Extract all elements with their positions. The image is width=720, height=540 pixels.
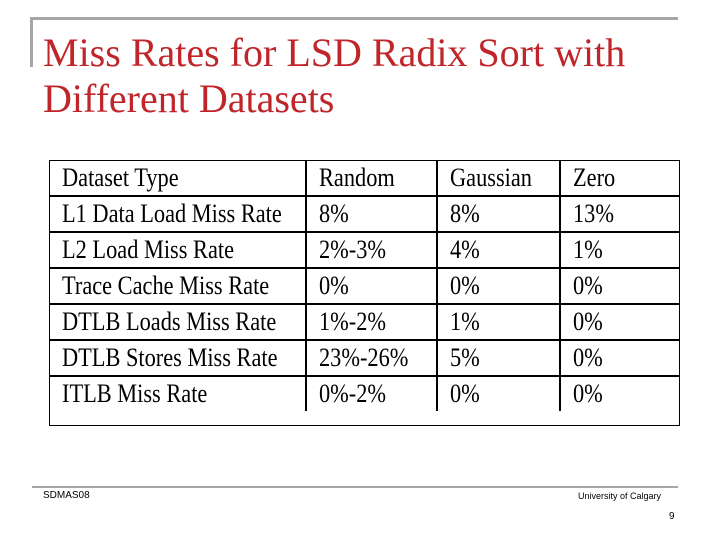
cell-text: L1 Data Load Miss Rate bbox=[62, 199, 282, 228]
cell-text: 0%-2% bbox=[319, 379, 387, 408]
table-cell: 4% bbox=[436, 231, 561, 269]
cell-text: 0% bbox=[450, 379, 480, 408]
table-header-cell: Random bbox=[305, 161, 438, 197]
table-cell: 8% bbox=[436, 195, 561, 233]
table-cell: 0% bbox=[559, 375, 679, 411]
table-header-cell: Gaussian bbox=[436, 161, 561, 197]
table-header-cell: Dataset Type bbox=[50, 161, 307, 197]
table-cell: 0% bbox=[305, 267, 438, 305]
slide-title-line-2: Different Datasets bbox=[43, 76, 335, 121]
cell-text: 13% bbox=[573, 199, 614, 228]
table-cell: 1% bbox=[436, 303, 561, 341]
table-header-row: Dataset Type Random Gaussian Zero bbox=[50, 161, 679, 197]
cell-text: 4% bbox=[450, 235, 480, 264]
cell-text: L2 Load Miss Rate bbox=[62, 235, 235, 264]
frame-top-line bbox=[30, 17, 678, 20]
cell-text: Gaussian bbox=[450, 163, 532, 192]
cell-text: 0% bbox=[573, 271, 603, 300]
table-cell: ITLB Miss Rate bbox=[50, 375, 307, 411]
cell-text: 1% bbox=[573, 235, 603, 264]
table-cell: 0% bbox=[436, 375, 561, 411]
table-cell: 0% bbox=[436, 267, 561, 305]
cell-text: 8% bbox=[450, 199, 480, 228]
cell-text: 2%-3% bbox=[319, 235, 387, 264]
cell-text: 0% bbox=[573, 307, 603, 336]
table-row: DTLB Stores Miss Rate 23%-26% 5% 0% bbox=[50, 339, 679, 377]
table-cell: 1% bbox=[559, 231, 679, 269]
slide-title-line-1: Miss Rates for LSD Radix Sort with bbox=[43, 30, 626, 75]
cell-text: 23%-26% bbox=[319, 343, 409, 372]
table-cell: 0% bbox=[559, 339, 679, 377]
cell-text: 0% bbox=[573, 379, 603, 408]
cell-text: Dataset Type bbox=[62, 163, 179, 192]
cell-text: 0% bbox=[450, 271, 480, 300]
table-cell: 1%-2% bbox=[305, 303, 438, 341]
page-number: 9 bbox=[669, 511, 675, 522]
table-row: L1 Data Load Miss Rate 8% 8% 13% bbox=[50, 195, 679, 233]
table-cell: 13% bbox=[559, 195, 679, 233]
cell-text: 8% bbox=[319, 199, 349, 228]
cell-text: ITLB Miss Rate bbox=[62, 379, 208, 408]
cell-text: 5% bbox=[450, 343, 480, 372]
miss-rate-table: Dataset Type Random Gaussian Zero L1 Data Lo… bbox=[50, 161, 679, 411]
footer-conference: SDMAS08 bbox=[43, 490, 90, 501]
miss-rate-table-container: Dataset Type Random Gaussian Zero L1 Data Lo… bbox=[49, 160, 680, 426]
footer-divider bbox=[32, 486, 678, 488]
table-row: L2 Load Miss Rate 2%-3% 4% 1% bbox=[50, 231, 679, 269]
table-row: DTLB Loads Miss Rate 1%-2% 1% 0% bbox=[50, 303, 679, 341]
cell-text: Zero bbox=[573, 163, 616, 192]
footer-institution: University of Calgary bbox=[578, 491, 662, 501]
table-cell: DTLB Stores Miss Rate bbox=[50, 339, 307, 377]
cell-text: 0% bbox=[319, 271, 349, 300]
table-cell: 0% bbox=[559, 303, 679, 341]
table-cell: L1 Data Load Miss Rate bbox=[50, 195, 307, 233]
table-cell: 0% bbox=[559, 267, 679, 305]
slide-title: Miss Rates for LSD Radix Sort with Diffe… bbox=[43, 30, 693, 122]
cell-text: 1%-2% bbox=[319, 307, 387, 336]
table-cell: 2%-3% bbox=[305, 231, 438, 269]
table-cell: DTLB Loads Miss Rate bbox=[50, 303, 307, 341]
cell-text: 1% bbox=[450, 307, 480, 336]
table-row: Trace Cache Miss Rate 0% 0% 0% bbox=[50, 267, 679, 305]
table-cell: 23%-26% bbox=[305, 339, 438, 377]
cell-text: DTLB Stores Miss Rate bbox=[62, 343, 278, 372]
cell-text: DTLB Loads Miss Rate bbox=[62, 307, 277, 336]
cell-text: 0% bbox=[573, 343, 603, 372]
table-cell: Trace Cache Miss Rate bbox=[50, 267, 307, 305]
frame-left-line bbox=[30, 17, 33, 67]
table-header-cell: Zero bbox=[559, 161, 679, 197]
table-row: ITLB Miss Rate 0%-2% 0% 0% bbox=[50, 375, 679, 411]
cell-text: Random bbox=[319, 163, 395, 192]
table-cell: 5% bbox=[436, 339, 561, 377]
table-cell: L2 Load Miss Rate bbox=[50, 231, 307, 269]
table-cell: 0%-2% bbox=[305, 375, 438, 411]
cell-text: Trace Cache Miss Rate bbox=[62, 271, 270, 300]
table-cell: 8% bbox=[305, 195, 438, 233]
